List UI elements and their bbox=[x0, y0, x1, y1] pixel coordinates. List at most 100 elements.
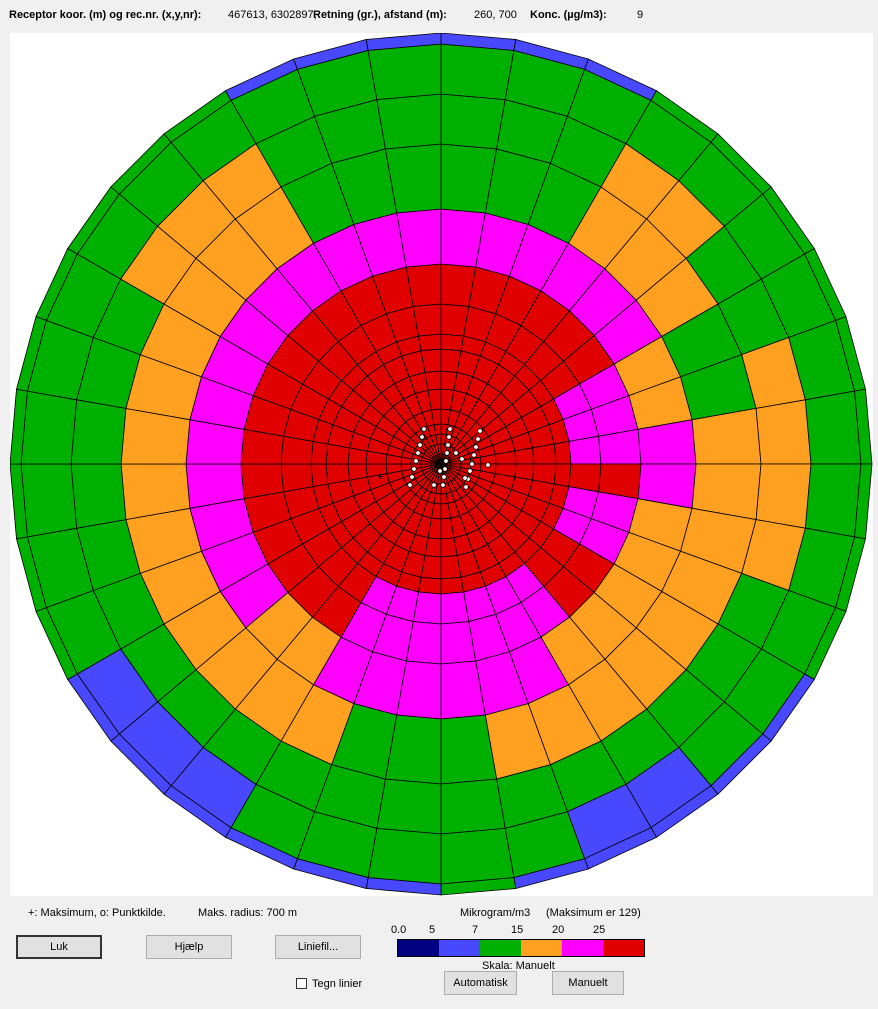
polar-cells bbox=[10, 33, 873, 896]
scale-swatch-0 bbox=[398, 940, 439, 956]
point-source-marker bbox=[440, 482, 446, 488]
point-source-marker bbox=[467, 468, 473, 474]
point-source-marker bbox=[471, 452, 477, 458]
polar-cell bbox=[440, 576, 465, 595]
point-source-marker bbox=[413, 458, 419, 464]
color-scale-bar bbox=[397, 939, 645, 957]
header-bar: Receptor koor. (m) og rec.nr. (x,y,nr): … bbox=[0, 0, 878, 30]
polar-cell bbox=[367, 43, 442, 101]
polar-cell bbox=[310, 440, 329, 465]
polar-cell bbox=[440, 493, 449, 505]
polar-cell bbox=[280, 463, 314, 493]
scale-swatch-1 bbox=[439, 940, 480, 956]
polar-cell bbox=[433, 423, 442, 435]
polar-cell bbox=[365, 33, 442, 51]
polar-cell bbox=[440, 591, 470, 625]
point-source-marker bbox=[459, 456, 465, 462]
polar-cell bbox=[440, 555, 462, 580]
point-source-marker bbox=[463, 484, 469, 490]
close-button[interactable]: Luk bbox=[16, 935, 102, 959]
polar-cell bbox=[10, 463, 28, 540]
scale-tick-label: 25 bbox=[593, 924, 606, 936]
point-source-marker bbox=[445, 442, 451, 448]
scale-tick-label: 0.0 bbox=[391, 924, 407, 936]
direction-value: 260, 700 bbox=[474, 9, 517, 21]
point-source-marker bbox=[447, 426, 453, 432]
point-source-marker bbox=[442, 466, 448, 472]
polar-cell bbox=[376, 778, 442, 835]
line-file-button[interactable]: Liniefil... bbox=[275, 935, 361, 959]
point-source-marker bbox=[407, 482, 413, 488]
draw-lines-checkbox[interactable] bbox=[296, 978, 307, 989]
point-source-marker bbox=[469, 461, 475, 467]
scale-mode-label: Skala: Manuelt bbox=[482, 960, 555, 972]
point-source-marker bbox=[441, 474, 447, 480]
polar-cell bbox=[568, 435, 602, 465]
maximum-label: (Maksimum er 129) bbox=[546, 907, 641, 919]
polar-cell bbox=[440, 333, 465, 352]
point-source-markers bbox=[407, 426, 491, 490]
polar-cell bbox=[367, 827, 442, 885]
polar-cell bbox=[347, 463, 368, 481]
point-source-marker bbox=[409, 474, 415, 480]
manual-button[interactable]: Manuelt bbox=[552, 971, 624, 995]
point-source-marker bbox=[437, 468, 443, 474]
point-source-marker bbox=[415, 450, 421, 456]
concentration-label: Konc. (µg/m3): bbox=[530, 9, 607, 21]
polar-concentration-plot[interactable]: + bbox=[10, 33, 873, 896]
polar-cell bbox=[553, 440, 572, 465]
scale-tick-label: 7 bbox=[472, 924, 479, 936]
scale-swatch-5 bbox=[603, 940, 644, 956]
point-source-marker bbox=[444, 450, 450, 456]
polar-cell bbox=[420, 348, 442, 373]
polar-cell bbox=[755, 463, 812, 529]
polar-cell bbox=[755, 399, 812, 465]
polar-cell bbox=[440, 93, 506, 150]
automatic-button[interactable]: Automatisk bbox=[444, 971, 517, 995]
point-source-marker bbox=[453, 450, 459, 456]
polar-cell bbox=[417, 333, 442, 352]
polar-cell bbox=[424, 370, 442, 391]
polar-cell bbox=[412, 303, 442, 337]
polar-cell bbox=[440, 778, 506, 835]
polar-cell bbox=[310, 463, 329, 488]
point-source-marker bbox=[475, 436, 481, 442]
point-source-marker bbox=[462, 475, 468, 481]
polar-cell bbox=[532, 443, 557, 465]
scale-swatch-2 bbox=[480, 940, 521, 956]
polar-cell bbox=[20, 463, 78, 538]
polar-cell bbox=[325, 463, 350, 485]
scale-swatch-3 bbox=[521, 940, 562, 956]
polar-cell bbox=[553, 463, 572, 488]
polar-cell bbox=[804, 463, 862, 538]
point-source-marker bbox=[417, 442, 423, 448]
scale-tick-label: 5 bbox=[429, 924, 436, 936]
polar-cell bbox=[417, 576, 442, 595]
scale-tick-label: 20 bbox=[552, 924, 565, 936]
polar-cell bbox=[376, 93, 442, 150]
polar-cell bbox=[514, 447, 535, 465]
receptor-value: 467613, 6302897, bbox=[228, 9, 317, 21]
point-source-marker bbox=[411, 466, 417, 472]
polar-cell bbox=[804, 390, 862, 465]
scale-swatch-4 bbox=[562, 940, 603, 956]
symbol-legend: +: Maksimum, o: Punktkilde. bbox=[28, 907, 166, 919]
draw-lines-label: Tegn linier bbox=[312, 978, 363, 990]
point-source-marker bbox=[419, 434, 425, 440]
polar-cell bbox=[440, 537, 458, 558]
help-button[interactable]: Hjælp bbox=[146, 935, 232, 959]
point-source-marker bbox=[443, 458, 449, 464]
unit-label: Mikrogram/m3 bbox=[460, 907, 531, 919]
polar-cell bbox=[70, 463, 127, 529]
polar-cell bbox=[70, 399, 127, 465]
point-source-marker bbox=[421, 426, 427, 432]
direction-label: Retning (gr.), afstand (m): bbox=[313, 9, 447, 21]
point-source-marker bbox=[485, 462, 491, 468]
polar-cell bbox=[20, 390, 78, 465]
concentration-value: 9 bbox=[637, 9, 644, 21]
max-radius-label: Maks. radius: 700 m bbox=[198, 907, 298, 919]
polar-plot-area[interactable]: + bbox=[10, 33, 873, 896]
point-source-marker bbox=[473, 444, 479, 450]
point-source-marker bbox=[446, 434, 452, 440]
polar-cell bbox=[400, 463, 412, 472]
